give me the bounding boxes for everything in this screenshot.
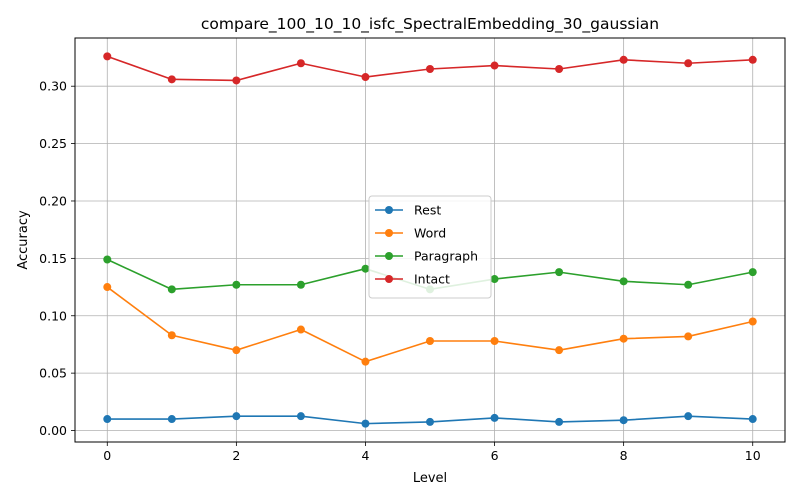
y-tick-label: 0.20 [39, 193, 67, 208]
data-point-word [103, 283, 112, 292]
data-point-intact [103, 52, 112, 61]
x-tick-label: 0 [103, 448, 111, 463]
series-rest [103, 412, 757, 428]
legend-label-paragraph: Paragraph [414, 249, 478, 264]
x-axis-label: Level [413, 471, 447, 486]
data-point-rest [296, 412, 305, 421]
data-point-intact [361, 73, 370, 82]
data-point-intact [490, 61, 499, 70]
legend-marker-paragraph [385, 252, 393, 260]
data-point-rest [555, 417, 564, 426]
data-point-intact [232, 76, 241, 85]
tick-layer: 0 2 4 6 8 10 0.00 0.05 0.10 0.15 0.20 0.25 0.30 [39, 79, 761, 463]
legend-label-rest: Rest [414, 203, 441, 218]
data-point-rest [684, 412, 693, 421]
chart-title: compare_100_10_10_isfc_SpectralEmbedding… [201, 15, 659, 34]
data-point-rest [103, 415, 112, 424]
data-point-intact [167, 75, 176, 84]
data-point-paragraph [619, 277, 628, 286]
data-point-rest [619, 416, 628, 425]
data-point-rest [490, 413, 499, 422]
x-tick-label: 4 [361, 448, 369, 463]
data-point-paragraph [232, 280, 241, 289]
data-point-intact [684, 59, 693, 68]
data-point-intact [748, 55, 757, 64]
data-point-rest [426, 417, 434, 426]
data-point-intact [426, 64, 434, 73]
y-tick-label: 0.10 [39, 308, 67, 323]
grid-layer [75, 38, 785, 442]
y-tick-label: 0.25 [39, 136, 67, 151]
data-point-intact [555, 64, 564, 73]
data-point-word [426, 337, 434, 345]
legend-marker-word [385, 229, 393, 237]
data-point-paragraph [103, 255, 112, 264]
data-point-word [296, 325, 305, 334]
data-point-paragraph [684, 280, 693, 289]
y-axis-label: Accuracy [16, 210, 31, 270]
y-tick-label: 0.05 [39, 366, 67, 381]
legend-label-intact: Intact [414, 272, 450, 287]
series-word [103, 283, 757, 366]
data-point-word [232, 346, 241, 355]
legend-marker-rest [385, 206, 393, 214]
data-point-word [490, 337, 499, 345]
data-point-word [748, 317, 757, 326]
data-point-paragraph [555, 268, 564, 277]
x-tick-label: 8 [620, 448, 628, 463]
legend-box [368, 195, 492, 299]
y-tick-label: 0.30 [39, 79, 67, 94]
legend-marker-intact [385, 275, 393, 283]
y-tick-label: 0.15 [39, 251, 67, 266]
data-point-paragraph [748, 268, 757, 277]
data-point-paragraph [167, 285, 176, 294]
data-point-rest [748, 415, 757, 424]
legend: Rest Word Paragraph Intact [368, 195, 492, 299]
data-point-intact [296, 59, 305, 68]
data-point-word [167, 331, 176, 340]
data-point-intact [619, 55, 628, 64]
data-point-paragraph [296, 280, 305, 289]
x-tick-label: 6 [491, 448, 499, 463]
data-point-word [619, 334, 628, 343]
data-point-word [555, 346, 564, 355]
plot-area-frame [74, 37, 786, 443]
data-point-paragraph [490, 275, 499, 284]
data-point-word [684, 332, 693, 341]
data-point-rest [167, 415, 176, 424]
x-tick-label: 2 [232, 448, 240, 463]
series-intact [103, 52, 757, 85]
legend-label-word: Word [414, 226, 446, 241]
y-tick-label: 0.00 [39, 423, 67, 438]
data-point-rest [361, 419, 370, 428]
data-point-rest [232, 412, 241, 421]
x-tick-label: 10 [745, 448, 761, 463]
data-point-word [361, 357, 370, 366]
data-point-paragraph [361, 264, 370, 273]
